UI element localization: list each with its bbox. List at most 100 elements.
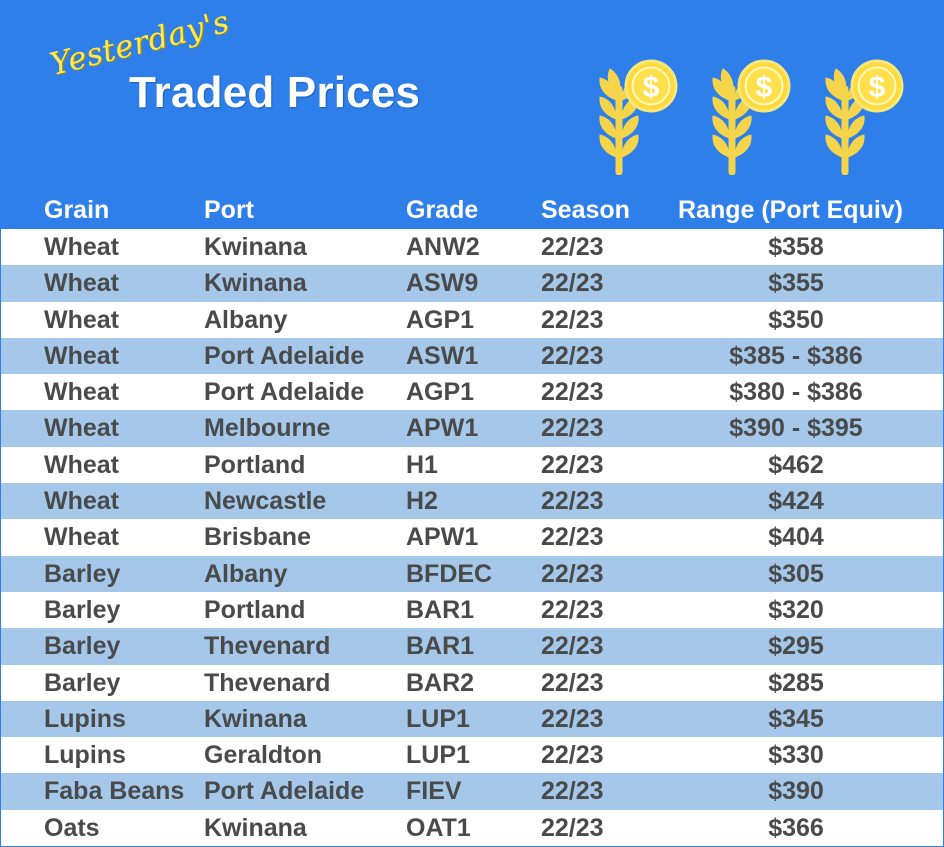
grain-cell: Oats [44,813,100,842]
table-row: Faba Beans Port Adelaide FIEV 22/23 $390 [1,773,943,810]
grade-cell: ASW1 [406,341,479,370]
season-cell: 22/23 [541,813,604,842]
port-cell: Newcastle [204,487,327,516]
header-banner: Yesterday's Traded Prices [1,1,943,187]
port-cell: Thevenard [204,668,331,697]
port-cell: Port Adelaide [204,378,365,407]
grain-cell: Wheat [44,450,119,479]
season-cell: 22/23 [541,777,604,806]
table-row: Wheat Albany AGP1 22/23 $350 [1,302,943,338]
grain-price-icons: $ [587,59,909,175]
table-row: Wheat Port Adelaide AGP1 22/23 $380 - $3… [1,374,943,410]
column-header-grain: Grain [44,196,110,224]
grade-cell: BAR1 [406,595,475,624]
table-row: Wheat Brisbane APW1 22/23 $404 [1,519,943,555]
port-cell: Portland [204,450,306,479]
column-header-season: Season [541,196,630,224]
table-row: Barley Portland BAR1 22/23 $320 [1,592,943,628]
range-cell: $305 [768,559,824,588]
range-cell: $350 [768,305,824,334]
season-cell: 22/23 [541,595,604,624]
grain-cell: Wheat [44,305,119,334]
grade-cell: APW1 [406,414,479,443]
wheat-dollar-icon: $ [700,59,794,175]
range-cell: $404 [768,523,824,552]
season-cell: 22/23 [541,450,604,479]
table-row: Lupins Kwinana LUP1 22/23 $345 [1,700,943,738]
season-cell: 22/23 [541,487,604,516]
port-cell: Kwinana [204,813,307,842]
grain-cell: Barley [44,632,121,661]
range-cell: $358 [768,233,824,261]
table-row: Wheat Newcastle H2 22/23 $424 [1,483,943,520]
table-row: Lupins Geraldton LUP1 22/23 $330 [1,737,943,773]
season-cell: 22/23 [541,741,604,770]
port-cell: Kwinana [204,233,307,261]
range-cell: $330 [768,741,824,770]
grade-cell: H1 [406,450,438,479]
port-cell: Kwinana [204,704,307,733]
range-cell: $390 [768,777,824,806]
season-cell: 22/23 [541,341,604,370]
grain-cell: Barley [44,559,121,588]
range-cell: $424 [768,487,824,516]
port-cell: Portland [204,595,306,624]
column-header-grade: Grade [406,196,479,224]
prices-table-body: Wheat Kwinana ANW2 22/23 $358 Wheat Kwin… [1,229,943,846]
grain-cell: Lupins [44,704,126,733]
range-cell: $320 [768,595,824,624]
port-cell: Albany [204,305,288,334]
port-cell: Thevenard [204,632,331,661]
svg-text:$: $ [869,71,886,104]
season-cell: 22/23 [541,305,604,334]
season-cell: 22/23 [541,559,604,588]
range-cell: $380 - $386 [729,378,863,407]
port-cell: Geraldton [204,741,323,770]
season-cell: 22/23 [541,632,604,661]
grain-cell: Wheat [44,487,119,516]
grade-cell: AGP1 [406,378,475,407]
grade-cell: FIEV [406,777,462,806]
grade-cell: LUP1 [406,704,470,733]
table-row: Wheat Port Adelaide ASW1 22/23 $385 - $3… [1,337,943,375]
port-cell: Brisbane [204,523,311,552]
port-cell: Kwinana [204,269,307,298]
range-cell: $345 [768,704,824,733]
grain-cell: Wheat [44,233,119,261]
svg-text:$: $ [643,71,660,104]
table-row: Barley Thevenard BAR2 22/23 $285 [1,665,943,701]
grade-cell: BFDEC [406,559,493,588]
grade-cell: BAR1 [406,632,475,661]
column-header-port: Port [204,196,254,224]
table-row: Wheat Melbourne APW1 22/23 $390 - $395 [1,410,943,447]
grain-cell: Lupins [44,741,126,770]
table-header-row: Grain Port Grade Season Range (Port Equi… [1,187,943,229]
range-cell: $355 [768,269,824,298]
grade-cell: APW1 [406,523,479,552]
range-cell: $385 - $386 [729,341,863,370]
grade-cell: LUP1 [406,741,470,770]
range-cell: $285 [768,668,824,697]
grain-cell: Wheat [44,523,119,552]
table-row: Oats Kwinana OAT1 22/23 $366 [1,810,943,846]
table-row: Wheat Portland H1 22/23 $462 [1,447,943,483]
grade-cell: OAT1 [406,813,471,842]
port-cell: Port Adelaide [204,777,365,806]
table-row: Barley Thevenard BAR1 22/23 $295 [1,628,943,665]
grain-cell: Wheat [44,269,119,298]
grain-cell: Wheat [44,414,119,443]
grain-cell: Wheat [44,378,119,407]
grade-cell: ASW9 [406,269,479,298]
range-cell: $295 [768,632,824,661]
grade-cell: H2 [406,487,438,516]
range-cell: $390 - $395 [729,414,863,443]
season-cell: 22/23 [541,269,604,298]
port-cell: Port Adelaide [204,341,365,370]
grain-cell: Wheat [44,341,119,370]
table-row: Wheat Kwinana ASW9 22/23 $355 [1,265,943,302]
season-cell: 22/23 [541,233,604,261]
grain-cell: Barley [44,595,121,624]
wheat-dollar-icon: $ [587,59,681,175]
page-title: Traded Prices [129,68,421,117]
wheat-dollar-icon: $ [813,59,907,175]
